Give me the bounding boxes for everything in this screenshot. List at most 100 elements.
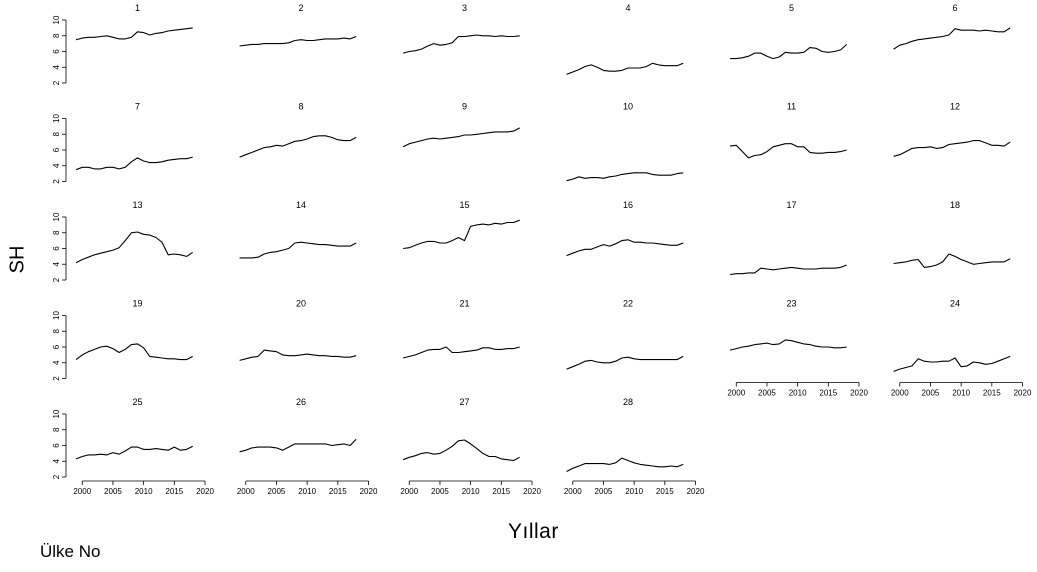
panel-18: 18	[893, 200, 1011, 268]
series-line	[75, 156, 193, 171]
panel-11: 11	[730, 102, 847, 159]
series-line	[239, 438, 357, 453]
y-tick-label: 8	[52, 33, 61, 38]
series-line	[566, 62, 684, 75]
panel-title: 20	[296, 299, 306, 309]
y-tick-label: 8	[52, 230, 61, 235]
y-tick-label: 4	[52, 64, 61, 69]
panel-title: 10	[623, 102, 633, 112]
panel-title: 16	[623, 200, 633, 210]
series-line	[239, 35, 357, 47]
x-tick-label: 2000	[727, 389, 745, 398]
panel-20: 20	[239, 299, 357, 361]
series-line	[75, 231, 194, 264]
panel-title: 11	[787, 102, 796, 112]
panel-title: 15	[459, 200, 469, 210]
x-tick-label: 2020	[360, 487, 378, 496]
y-tick-label: 10	[52, 114, 61, 123]
x-tick-label: 2000	[237, 487, 255, 496]
panel-15: 15	[403, 200, 520, 250]
panel-4: 4	[566, 3, 684, 75]
x-tick-label: 2005	[268, 487, 286, 496]
panel-title: 12	[950, 102, 960, 112]
series-line	[730, 264, 847, 276]
x-tick-label: 2000	[73, 487, 91, 496]
y-tick-label: 2	[52, 80, 61, 85]
panel-title: 7	[135, 102, 140, 112]
panel-27: 27 2000 2005 2010 2015 2020	[400, 397, 541, 496]
x-tick-label: 2020	[850, 389, 868, 398]
y-tick-label: 4	[52, 261, 61, 266]
x-tick-label: 2020	[1014, 389, 1032, 398]
x-tick-label: 2020	[196, 487, 214, 496]
series-line	[402, 346, 520, 359]
panel-title: 4	[625, 3, 630, 13]
panel-title: 25	[132, 397, 142, 407]
y-tick-label: 10	[52, 15, 61, 24]
x-tick-label: 2010	[789, 389, 807, 398]
series-line	[402, 34, 520, 54]
series-line	[566, 172, 684, 182]
x-tick-label: 2015	[656, 487, 674, 496]
panel-2: 2	[239, 3, 357, 47]
panel-24: 24 2000 2005 2010 2015 2020	[891, 299, 1032, 398]
panel-12: 12	[893, 102, 1011, 157]
panel-1: 1 2 4 6 8 10	[52, 3, 193, 85]
panel-title: 28	[623, 397, 633, 407]
y-tick-label: 4	[52, 360, 61, 365]
x-tick-label: 2000	[564, 487, 582, 496]
y-tick-label: 10	[52, 409, 61, 418]
series-line	[730, 143, 847, 159]
panel-26: 26 2000 2005 2010 2015 2020	[237, 397, 378, 496]
series-line	[893, 140, 1011, 157]
panel-title: 17	[786, 200, 796, 210]
panel-8: 8	[239, 102, 357, 158]
panel-23: 23 2000 2005 2010 2015 2020	[727, 299, 868, 398]
x-tick-label: 2015	[819, 389, 837, 398]
x-tick-label: 2015	[329, 487, 347, 496]
panel-title: 18	[950, 200, 960, 210]
y-tick-label: 6	[52, 344, 61, 349]
panel-title: 13	[132, 200, 142, 210]
y-tick-label: 10	[52, 212, 61, 221]
y-tick-label: 4	[52, 163, 61, 168]
panel-28: 28 2000 2005 2010 2015 2020	[564, 397, 705, 496]
y-tick-label: 10	[52, 311, 61, 320]
panel-10: 10	[566, 102, 684, 182]
panel-title: 1	[135, 3, 140, 13]
y-tick-label: 6	[52, 49, 61, 54]
series-line	[75, 343, 193, 361]
x-tick-label: 2010	[625, 487, 643, 496]
y-tick-label: 8	[52, 427, 61, 432]
panel-title: 24	[950, 299, 960, 309]
panel-title: 8	[298, 102, 303, 112]
panel-6: 6	[893, 3, 1011, 50]
x-tick-label: 2005	[104, 487, 122, 496]
series-line	[403, 219, 520, 250]
series-line	[239, 241, 357, 259]
x-tick-label: 2010	[462, 487, 480, 496]
x-tick-label: 2005	[758, 389, 776, 398]
x-tick-label: 2010	[952, 389, 970, 398]
panel-title: 5	[789, 3, 794, 13]
panel-title: 14	[296, 200, 306, 210]
y-tick-label: 8	[52, 131, 61, 136]
panel-title: 26	[296, 397, 306, 407]
panel-title: 27	[459, 397, 469, 407]
panel-17: 17	[730, 200, 847, 276]
x-tick-label: 2000	[891, 389, 909, 398]
panel-19: 19 2 4 6 8 10	[52, 299, 193, 381]
y-tick-label: 2	[52, 474, 61, 479]
series-line	[893, 27, 1011, 50]
panel-21: 21	[402, 299, 520, 359]
panel-title: 23	[786, 299, 796, 309]
series-line	[402, 127, 520, 148]
x-tick-label: 2005	[922, 389, 940, 398]
series-line	[239, 135, 357, 158]
panel-title: 19	[132, 299, 142, 309]
x-tick-label: 2000	[400, 487, 418, 496]
series-line	[729, 339, 847, 351]
x-axis-title: Yıllar	[508, 520, 559, 543]
x-tick-label: 2020	[523, 487, 541, 496]
